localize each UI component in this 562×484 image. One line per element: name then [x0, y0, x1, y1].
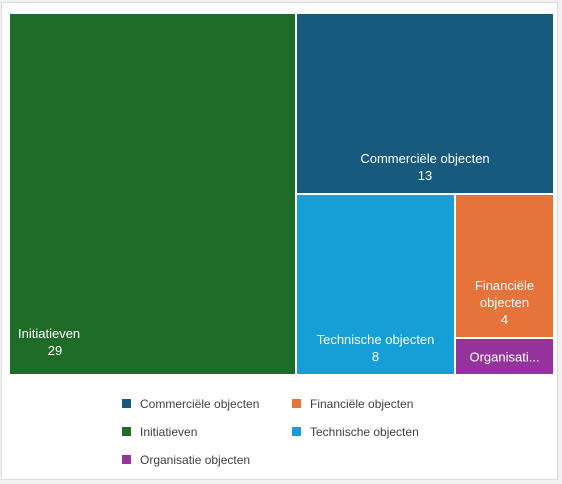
- legend-item-initiatieven[interactable]: Initiatieven: [122, 423, 292, 440]
- chart-card: Initiatieven 29 Commerciële objecten 13 Tech…: [1, 2, 558, 480]
- tile-value-initiatieven: 29: [48, 343, 62, 358]
- legend-label: Initiatieven: [140, 424, 198, 439]
- tile-value-financiele-objecten: 4: [501, 312, 508, 327]
- tile-label-financiele-objecten: Financiële: [475, 278, 534, 293]
- treemap-tile-technische-objecten[interactable]: [297, 195, 454, 374]
- tile-label-commerciele-objecten: Commerciële objecten: [360, 151, 489, 166]
- legend-label: Commerciële objecten: [140, 396, 260, 411]
- legend-swatch: [122, 427, 131, 436]
- legend-label: Technische objecten: [310, 424, 419, 439]
- treemap-tile-commerciele-objecten[interactable]: [297, 14, 553, 193]
- tile-label-organisatie-objecten: Organisati...: [469, 350, 539, 365]
- legend-label: Financiële objecten: [310, 396, 414, 411]
- legend-item-technische-objecten[interactable]: Technische objecten: [292, 423, 462, 440]
- legend-item-organisatie-objecten[interactable]: Organisatie objecten: [122, 451, 292, 468]
- legend-swatch: [292, 427, 301, 436]
- chart-legend: Commerciële objecten Financiële objecten…: [122, 395, 462, 468]
- legend-swatch: [122, 455, 131, 464]
- treemap-chart: Initiatieven 29 Commerciële objecten 13 Tech…: [10, 14, 553, 374]
- legend-swatch: [122, 399, 131, 408]
- tile-label-technische-objecten: Technische objecten: [317, 332, 435, 347]
- tile-label-initiatieven: Initiatieven: [18, 326, 80, 341]
- legend-item-financiele-objecten[interactable]: Financiële objecten: [292, 395, 462, 412]
- treemap-tile-organisatie-objecten[interactable]: [456, 339, 553, 374]
- treemap-tile-financiele-objecten[interactable]: [456, 195, 553, 337]
- tile-value-technische-objecten: 8: [372, 349, 379, 364]
- legend-label: Organisatie objecten: [140, 452, 251, 467]
- legend-item-commerciele-objecten[interactable]: Commerciële objecten: [122, 395, 292, 412]
- legend-swatch: [292, 399, 301, 408]
- treemap-tile-initiatieven[interactable]: [10, 14, 295, 374]
- tile-value-commerciele-objecten: 13: [418, 168, 432, 183]
- tile-label-financiele-objecten: objecten: [480, 295, 529, 310]
